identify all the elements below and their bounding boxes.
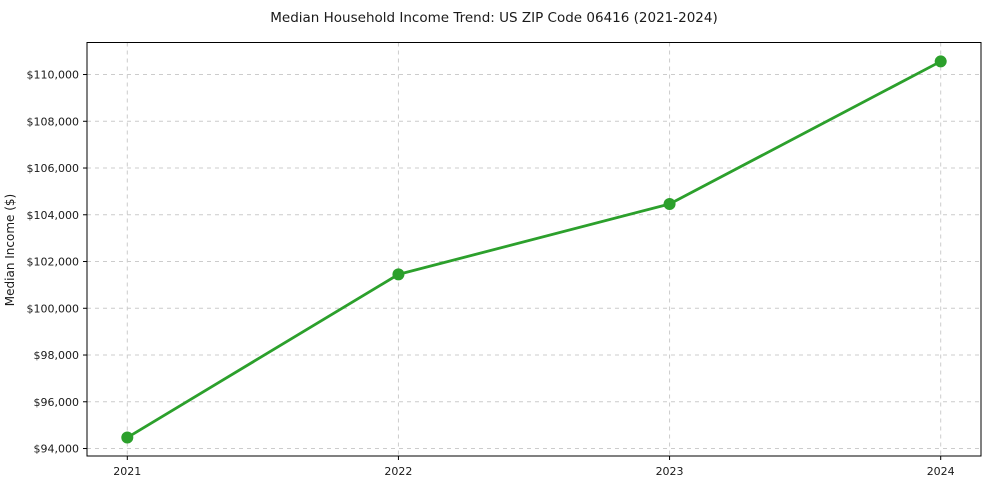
y-tick-label: $96,000 [34,396,80,409]
y-tick-label: $100,000 [27,302,80,315]
grid-lines [87,42,981,456]
trend-line [125,60,943,439]
y-tick-label: $110,000 [27,69,80,82]
spine-box [86,42,982,457]
data-point-marker [121,431,134,444]
x-tick-label: 2024 [927,465,955,478]
y-tick-label: $98,000 [34,349,80,362]
y-tick-label: $102,000 [27,256,80,269]
x-tick-label: 2021 [113,465,141,478]
x-tick-label: 2023 [656,465,684,478]
chart-title: Median Household Income Trend: US ZIP Co… [270,10,718,26]
y-tick-label: $104,000 [27,209,80,222]
axis-ticks [83,74,942,460]
data-point-marker [934,55,947,68]
y-tick-label: $106,000 [27,162,80,175]
y-tick-label: $94,000 [34,443,80,456]
data-series [121,55,947,444]
x-tick-label: 2022 [384,465,412,478]
x-axis-tick-labels: 2021 2022 2023 2024 [113,465,954,478]
plot-border [86,42,982,457]
y-tick-label: $108,000 [27,115,80,128]
y-axis-label: Median Income ($) [3,194,17,306]
y-axis-tick-labels: $94,000 $96,000 $98,000 $100,000 $102,000 $10… [27,69,80,456]
data-point-marker [663,198,676,211]
data-point-marker [392,268,405,281]
